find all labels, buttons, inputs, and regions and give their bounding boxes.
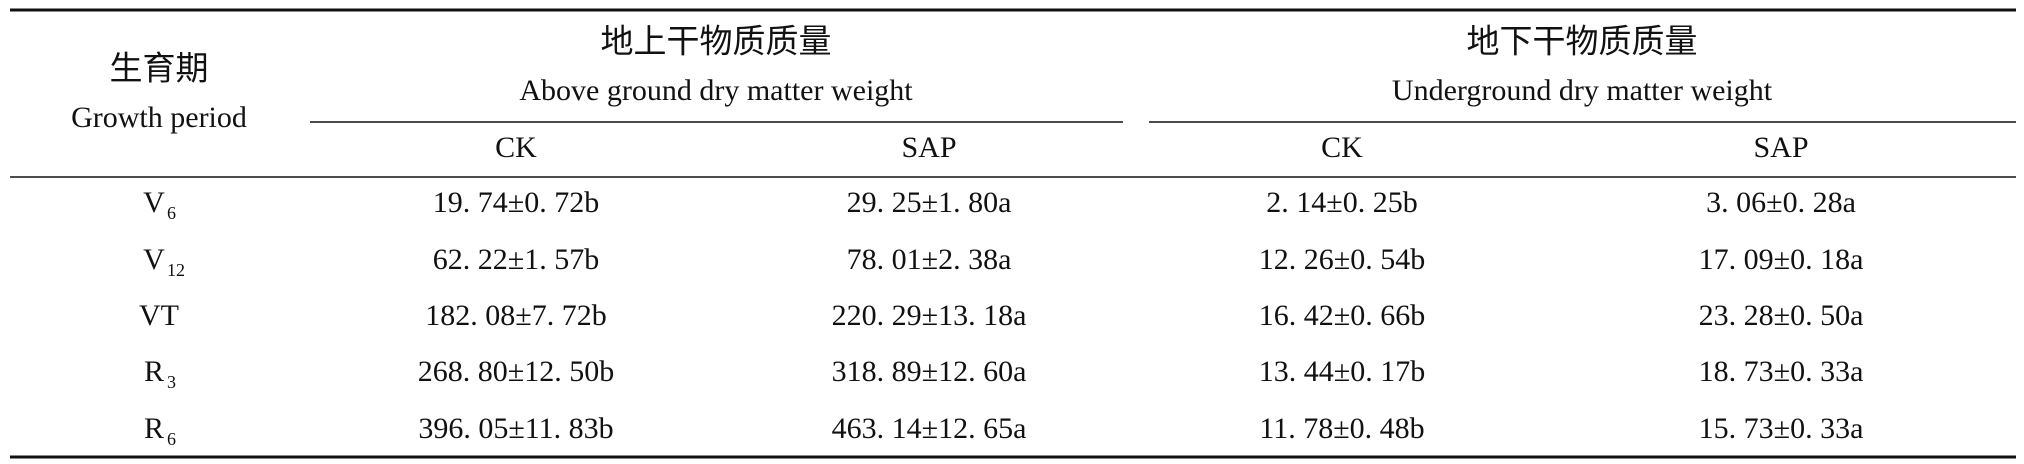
period-subscript: 6 <box>167 203 176 223</box>
period-label: R <box>144 355 164 388</box>
column-header: CK <box>495 131 537 164</box>
cell: 318. 89±12. 60a <box>832 355 1027 388</box>
cell: 3. 06±0. 28a <box>1706 186 1856 219</box>
group-header-en: Above ground dry matter weight <box>519 74 913 107</box>
period-header-en: Growth period <box>71 101 247 134</box>
cell: 396. 05±11. 83b <box>418 412 613 445</box>
column-header: SAP <box>1753 131 1808 164</box>
cell: 62. 22±1. 57b <box>433 243 599 276</box>
cell: 17. 09±0. 18a <box>1699 243 1864 276</box>
cell: 182. 08±7. 72b <box>425 299 606 332</box>
period-subscript: 3 <box>167 372 176 392</box>
group-header-en: Underground dry matter weight <box>1392 74 1773 107</box>
cell: 2. 14±0. 25b <box>1266 186 1417 219</box>
cell: 78. 01±2. 38a <box>847 243 1012 276</box>
cell: 268. 80±12. 50b <box>418 355 614 388</box>
period-label: VT <box>139 299 179 332</box>
period-subscript: 6 <box>167 429 176 449</box>
period-label: V <box>143 243 165 276</box>
group-header-zh: 地下干物质质量 <box>1467 22 1698 61</box>
cell: 463. 14±12. 65a <box>832 412 1027 445</box>
period-label: R <box>144 412 164 445</box>
cell: 220. 29±13. 18a <box>832 299 1027 332</box>
cell: 13. 44±0. 17b <box>1259 355 1425 388</box>
cell: 18. 73±0. 33a <box>1699 355 1864 388</box>
cell: 12. 26±0. 54b <box>1259 243 1425 276</box>
cell: 16. 42±0. 66b <box>1259 299 1425 332</box>
cell: 23. 28±0. 50a <box>1699 299 1864 332</box>
group-header-zh: 地上干物质质量 <box>601 22 832 61</box>
column-header: CK <box>1321 131 1363 164</box>
cell: 19. 74±0. 72b <box>433 186 599 219</box>
cell: 29. 25±1. 80a <box>847 186 1012 219</box>
column-header: SAP <box>901 131 956 164</box>
cell: 15. 73±0. 33a <box>1699 412 1864 445</box>
period-subscript: 12 <box>167 260 185 280</box>
cell: 11. 78±0. 48b <box>1259 412 1424 445</box>
period-header-zh: 生育期 <box>110 49 209 88</box>
period-label: V <box>143 186 165 219</box>
